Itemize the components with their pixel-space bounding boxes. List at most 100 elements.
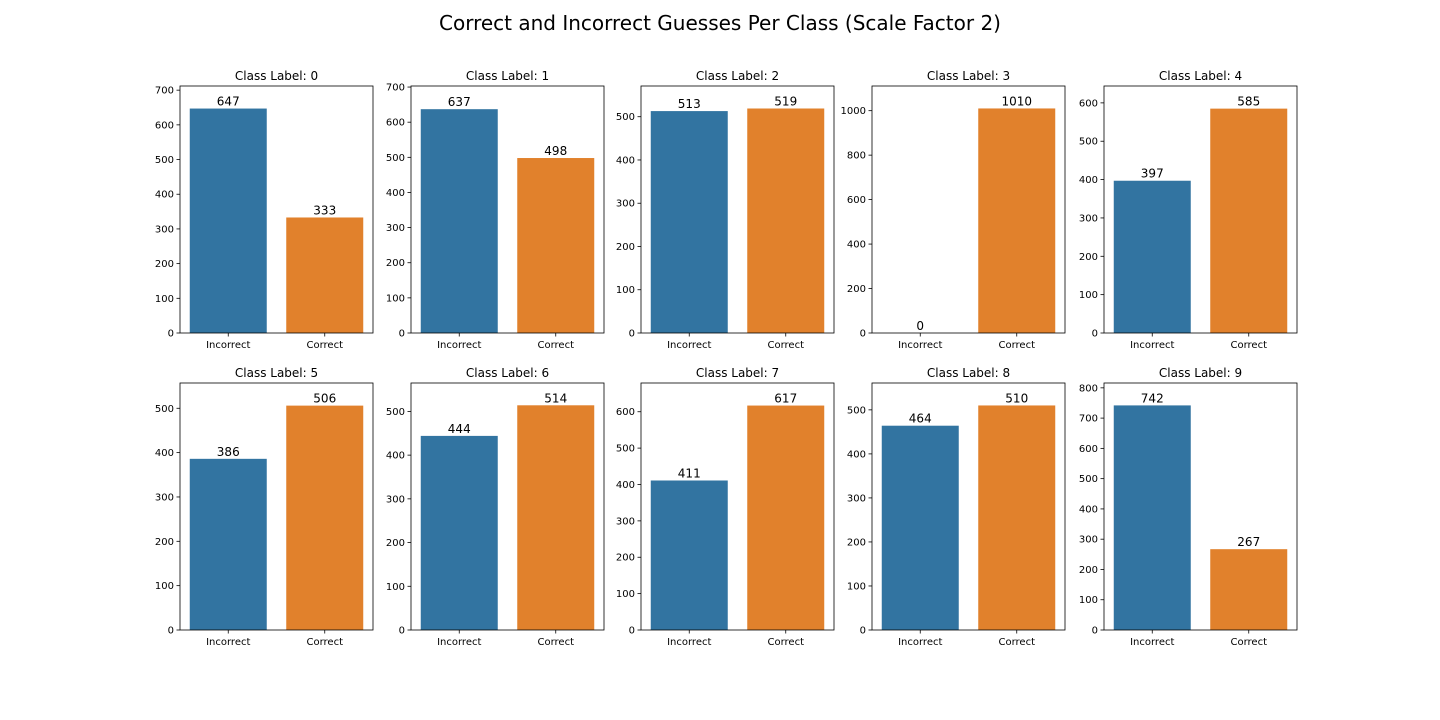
data-label: 647 bbox=[217, 95, 240, 109]
x-tick-label: Incorrect bbox=[437, 637, 481, 648]
y-tick-label: 200 bbox=[847, 284, 866, 295]
bar-correct bbox=[286, 405, 364, 630]
x-tick-label: Correct bbox=[768, 637, 805, 648]
bar-incorrect bbox=[1113, 180, 1191, 333]
y-tick-label: 600 bbox=[616, 407, 635, 418]
axes-frame bbox=[179, 382, 374, 631]
x-tick-label: Correct bbox=[538, 340, 575, 351]
data-label: 464 bbox=[909, 412, 932, 426]
x-tick-label: Correct bbox=[999, 637, 1036, 648]
y-tick-label: 600 bbox=[386, 118, 405, 129]
y-tick-label: 200 bbox=[155, 537, 174, 548]
y-tick-label: 500 bbox=[155, 155, 174, 166]
x-tick-label: Correct bbox=[768, 340, 805, 351]
y-tick-label: 400 bbox=[386, 188, 405, 199]
bar-incorrect bbox=[650, 111, 728, 333]
data-label: 498 bbox=[544, 144, 567, 158]
subplot-0: Class Label: 0 647 Incorrect 333 Correct 0 100… bbox=[155, 69, 374, 351]
subplot-5: Class Label: 5 386 Incorrect 506 Correct 0 100… bbox=[155, 366, 374, 648]
y-tick-label: 200 bbox=[616, 553, 635, 564]
subplot-4: Class Label: 4 397 Incorrect 585 Correct 0 100… bbox=[1079, 69, 1298, 351]
bar-incorrect bbox=[1113, 405, 1191, 630]
bar-correct bbox=[747, 405, 825, 630]
subplot-title: Class Label: 3 bbox=[927, 69, 1010, 83]
y-tick-label: 100 bbox=[847, 581, 866, 592]
data-label: 742 bbox=[1141, 391, 1164, 405]
data-label: 519 bbox=[774, 94, 797, 108]
y-tick-label: 100 bbox=[386, 293, 405, 304]
y-tick-label: 0 bbox=[629, 329, 635, 340]
subplot-title: Class Label: 2 bbox=[696, 69, 779, 83]
y-tick-label: 600 bbox=[155, 120, 174, 131]
y-tick-label: 100 bbox=[1079, 595, 1098, 606]
subplot-grid: Class Label: 0 647 Incorrect 333 Correct 0 100… bbox=[155, 69, 1298, 648]
bar-incorrect bbox=[189, 458, 267, 630]
subplot-title: Class Label: 1 bbox=[466, 69, 549, 83]
y-tick-label: 800 bbox=[847, 151, 866, 162]
x-tick-label: Correct bbox=[307, 637, 344, 648]
y-tick-label: 0 bbox=[399, 329, 405, 340]
y-tick-label: 200 bbox=[1079, 252, 1098, 263]
subplot-7: Class Label: 7 411 Incorrect 617 Correct 0 100… bbox=[616, 366, 835, 648]
y-tick-label: 300 bbox=[1079, 213, 1098, 224]
y-tick-label: 0 bbox=[168, 626, 174, 637]
axes-frame bbox=[871, 85, 1066, 334]
y-tick-label: 200 bbox=[1079, 565, 1098, 576]
axes-frame bbox=[410, 85, 605, 334]
bar-incorrect bbox=[420, 435, 498, 630]
y-tick-label: 500 bbox=[616, 112, 635, 123]
y-tick-label: 200 bbox=[616, 242, 635, 253]
y-tick-label: 500 bbox=[1079, 474, 1098, 485]
y-tick-label: 0 bbox=[1092, 626, 1098, 637]
x-tick-label: Correct bbox=[307, 340, 344, 351]
y-tick-label: 400 bbox=[847, 449, 866, 460]
data-label: 514 bbox=[544, 391, 567, 405]
bar-correct bbox=[978, 405, 1056, 630]
subplot-title: Class Label: 0 bbox=[235, 69, 318, 83]
subplot-8: Class Label: 8 464 Incorrect 510 Correct 0 100… bbox=[847, 366, 1066, 648]
axes-frame bbox=[1103, 382, 1298, 631]
y-tick-label: 600 bbox=[847, 195, 866, 206]
subplot-title: Class Label: 4 bbox=[1159, 69, 1242, 83]
y-tick-label: 100 bbox=[1079, 290, 1098, 301]
subplot-6: Class Label: 6 444 Incorrect 514 Correct 0 100… bbox=[386, 366, 605, 648]
data-label: 267 bbox=[1237, 535, 1260, 549]
subplot-1: Class Label: 1 637 Incorrect 498 Correct 0 100… bbox=[386, 69, 605, 351]
y-tick-label: 300 bbox=[616, 516, 635, 527]
y-tick-label: 300 bbox=[155, 224, 174, 235]
y-tick-label: 300 bbox=[386, 223, 405, 234]
y-tick-label: 1000 bbox=[841, 106, 866, 117]
y-tick-label: 0 bbox=[629, 626, 635, 637]
y-tick-label: 100 bbox=[155, 581, 174, 592]
x-tick-label: Correct bbox=[1231, 340, 1268, 351]
y-tick-label: 400 bbox=[1079, 504, 1098, 515]
y-tick-label: 300 bbox=[1079, 535, 1098, 546]
y-tick-label: 200 bbox=[386, 538, 405, 549]
subplot-title: Class Label: 7 bbox=[696, 366, 779, 380]
x-tick-label: Incorrect bbox=[667, 340, 711, 351]
data-label: 0 bbox=[916, 319, 924, 333]
y-tick-label: 100 bbox=[616, 589, 635, 600]
bar-correct bbox=[286, 217, 364, 333]
data-label: 637 bbox=[448, 95, 471, 109]
subplot-3: Class Label: 3 0 Incorrect 1010 Correct 0 200 4… bbox=[841, 69, 1066, 351]
subplot-title: Class Label: 5 bbox=[235, 366, 318, 380]
y-tick-label: 0 bbox=[399, 626, 405, 637]
x-tick-label: Correct bbox=[538, 637, 575, 648]
x-tick-label: Incorrect bbox=[898, 637, 942, 648]
axes-frame bbox=[640, 85, 835, 334]
bar-incorrect bbox=[189, 108, 267, 333]
bar-incorrect bbox=[650, 480, 728, 630]
y-tick-label: 100 bbox=[616, 285, 635, 296]
data-label: 444 bbox=[448, 422, 471, 436]
subplot-title: Class Label: 9 bbox=[1159, 366, 1242, 380]
data-label: 617 bbox=[774, 392, 797, 406]
bar-correct bbox=[1210, 108, 1288, 334]
y-tick-label: 200 bbox=[847, 537, 866, 548]
axes-frame bbox=[410, 382, 605, 631]
bar-correct bbox=[978, 108, 1056, 333]
y-tick-label: 0 bbox=[860, 329, 866, 340]
y-tick-label: 500 bbox=[1079, 137, 1098, 148]
x-tick-label: Incorrect bbox=[1130, 637, 1174, 648]
y-tick-label: 300 bbox=[386, 494, 405, 505]
